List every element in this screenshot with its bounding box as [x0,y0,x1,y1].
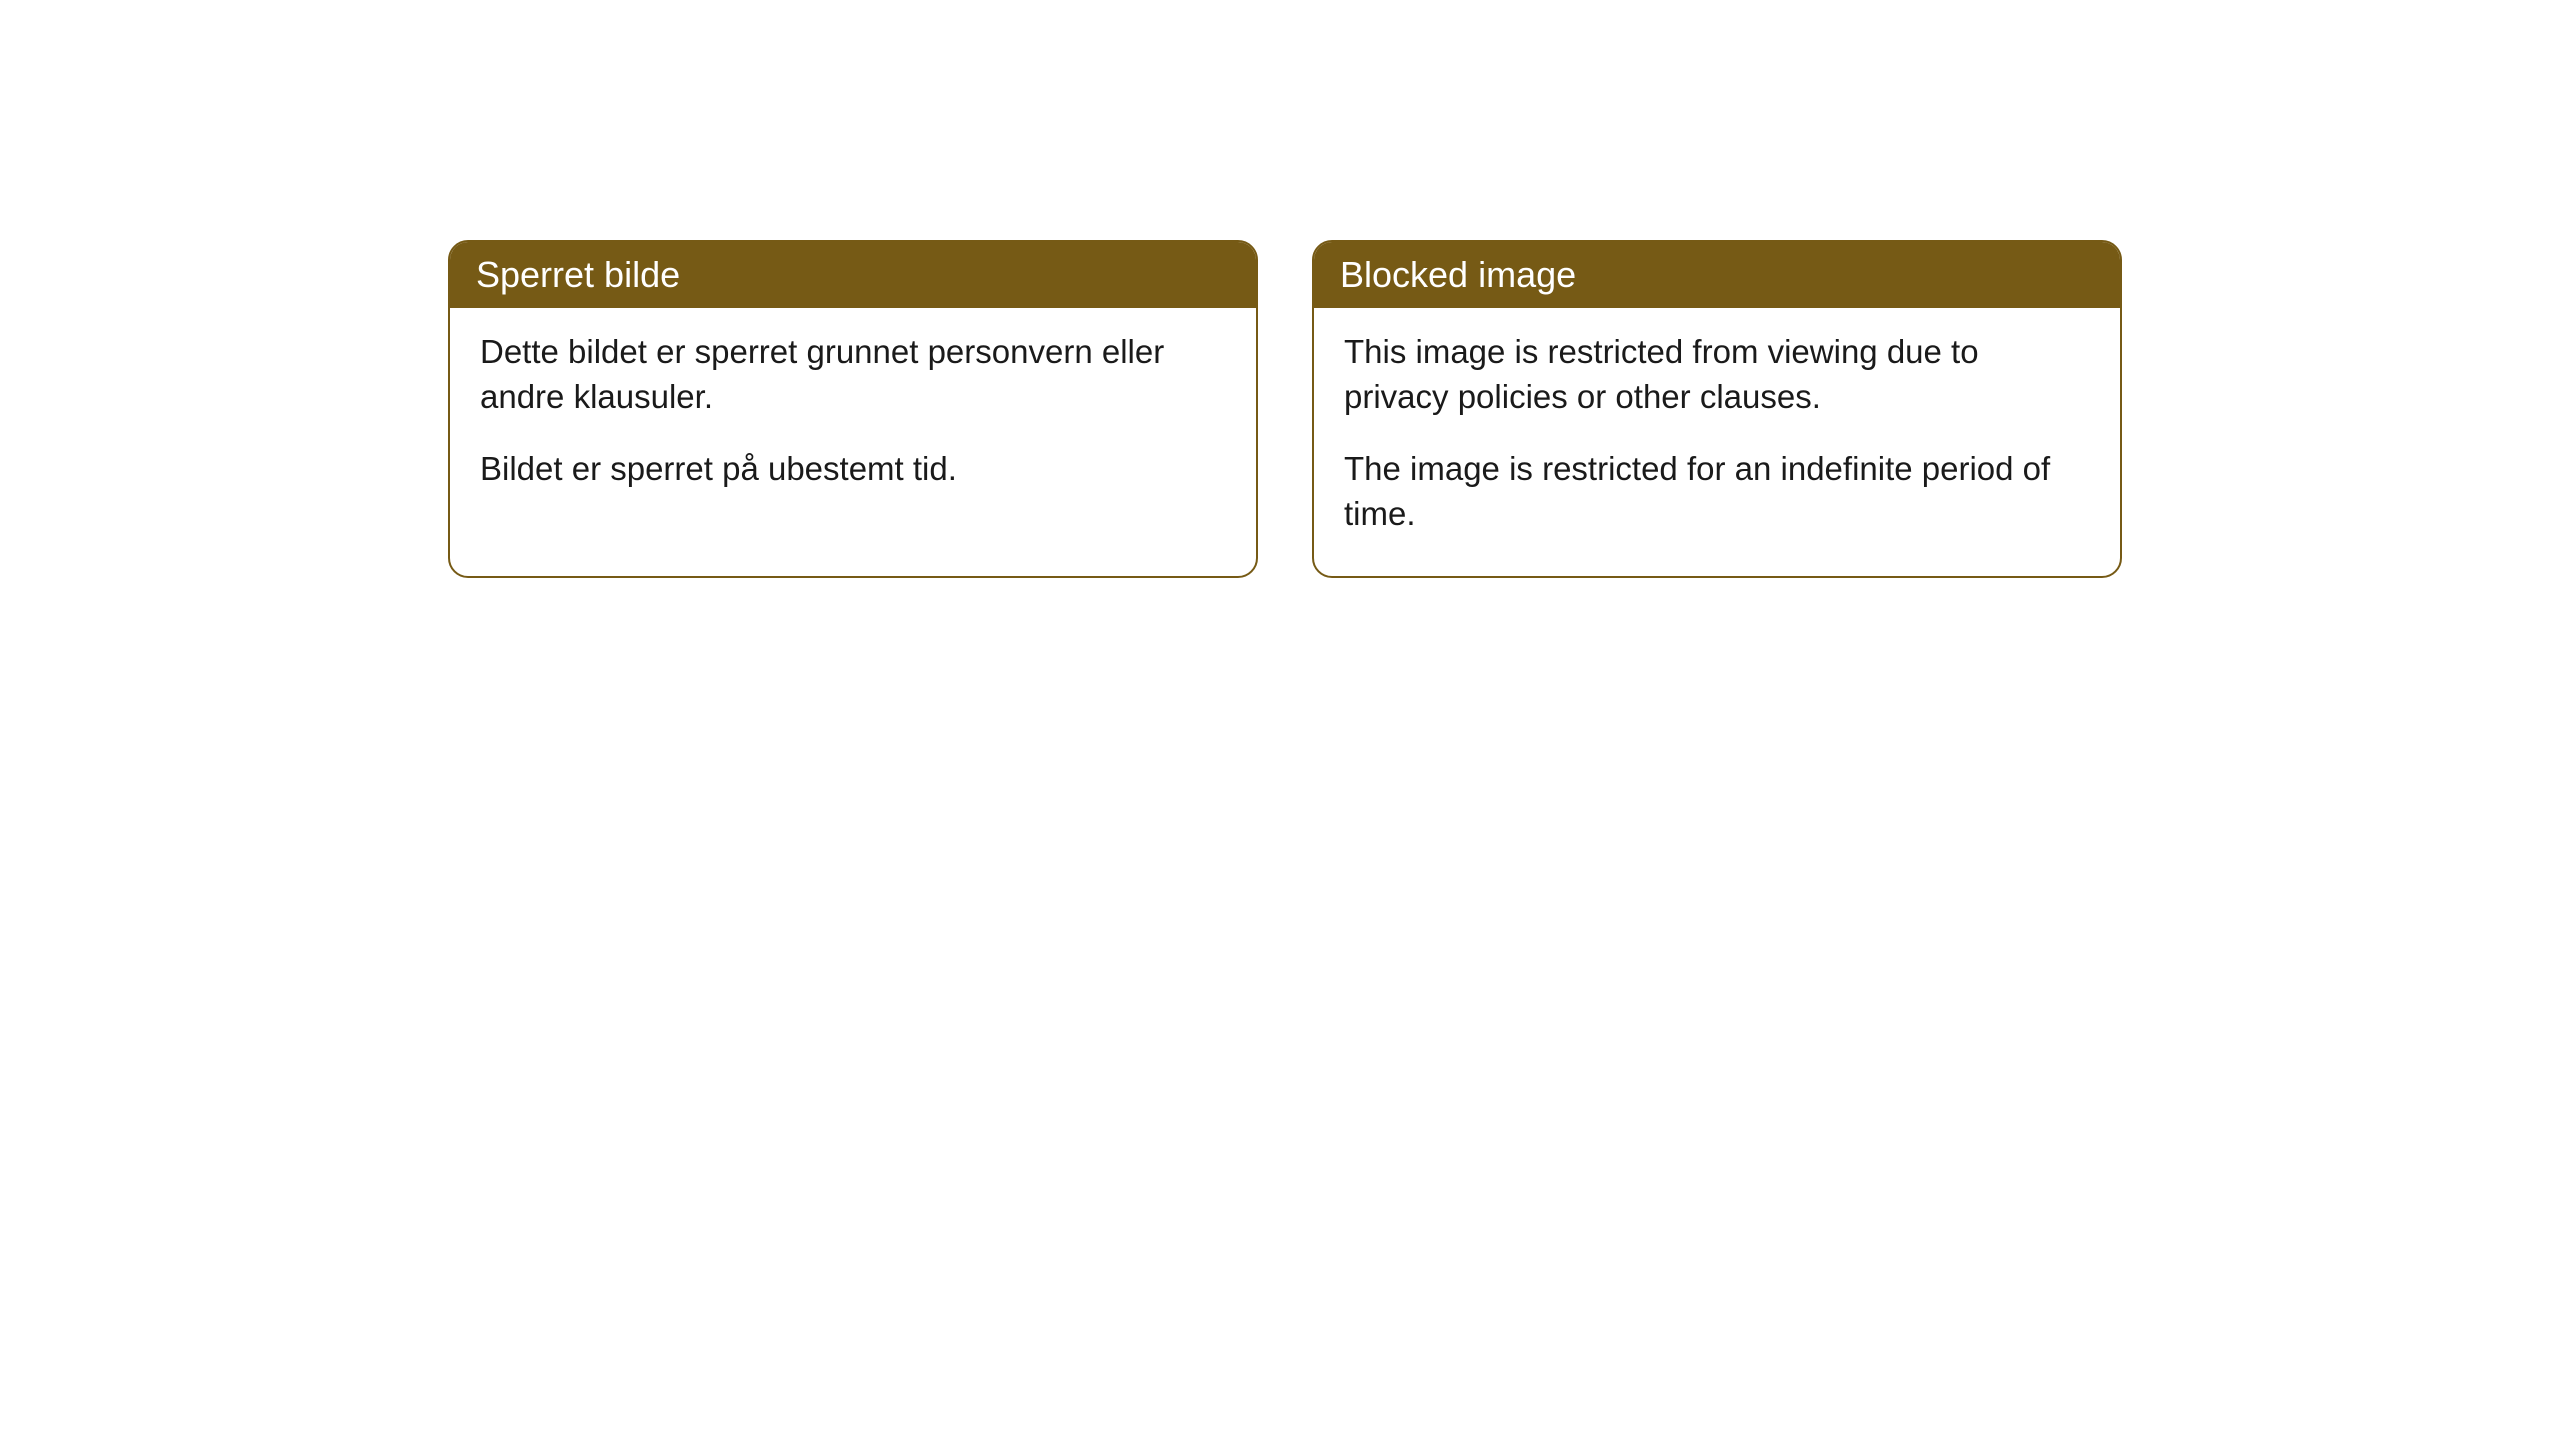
card-body-english: This image is restricted from viewing du… [1314,308,2120,576]
card-header-norwegian: Sperret bilde [450,242,1256,308]
card-paragraph: Dette bildet er sperret grunnet personve… [480,330,1226,419]
notice-cards-row: Sperret bilde Dette bildet er sperret gr… [448,240,2122,578]
card-paragraph: The image is restricted for an indefinit… [1344,447,2090,536]
notice-card-english: Blocked image This image is restricted f… [1312,240,2122,578]
card-paragraph: Bildet er sperret på ubestemt tid. [480,447,1226,492]
card-body-norwegian: Dette bildet er sperret grunnet personve… [450,308,1256,532]
card-title: Blocked image [1340,254,1576,295]
card-paragraph: This image is restricted from viewing du… [1344,330,2090,419]
card-header-english: Blocked image [1314,242,2120,308]
card-title: Sperret bilde [476,254,680,295]
notice-card-norwegian: Sperret bilde Dette bildet er sperret gr… [448,240,1258,578]
